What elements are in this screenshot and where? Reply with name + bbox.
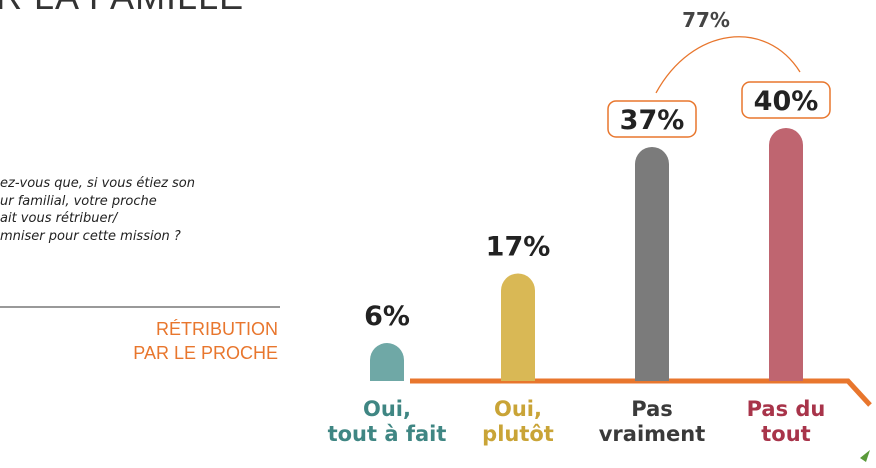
category-label: Pas vraiment — [598, 397, 706, 446]
question-line: ez-vous que, si vous étiez son — [0, 176, 195, 191]
value-label: 6% — [364, 301, 410, 332]
bar — [501, 273, 535, 381]
category-label: Oui, plutôt — [482, 397, 554, 446]
question-line: ur familial, votre proche — [0, 193, 157, 209]
value-label: 40% — [754, 86, 819, 117]
value-label: 17% — [486, 231, 551, 262]
label-box — [607, 100, 697, 138]
question: ez-vous que, si vous étiez son ur familia… — [0, 175, 195, 245]
annotation: 77% — [682, 8, 730, 32]
category-label: Pas du tout — [746, 397, 826, 446]
corner-mark — [860, 450, 870, 462]
bar — [370, 343, 404, 381]
category-label: Oui, tout à fait — [327, 397, 447, 446]
question-line: mniser pour cette mission ? — [0, 228, 181, 244]
bar — [769, 128, 803, 381]
label-box — [741, 81, 831, 119]
title: R LA FAMILLE — [0, 0, 244, 18]
baseline — [410, 378, 872, 407]
value-label: 37% — [620, 105, 685, 136]
axis-label: RÉTRIBUTION PAR LE PROCHE — [133, 319, 278, 363]
bar — [635, 146, 669, 381]
bracket — [655, 36, 801, 94]
question-line: ait vous rétribuer/ — [0, 211, 118, 226]
